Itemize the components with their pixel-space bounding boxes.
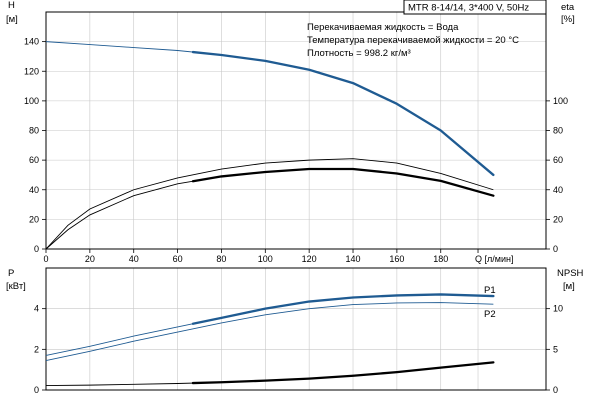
bottom-chart-ticks: 0 2 4 0 5 10 bbox=[34, 304, 563, 395]
legend-label-p1: P1 bbox=[484, 285, 496, 296]
top-ytick-left-label: 60 bbox=[29, 155, 39, 165]
top-series-0-operating-range bbox=[191, 50, 495, 177]
top-xtick-label: 20 bbox=[85, 254, 95, 264]
top-ytick-left-label: 80 bbox=[29, 126, 39, 136]
top-xtick-label: 40 bbox=[129, 254, 139, 264]
top-ytick-left-label: 20 bbox=[29, 214, 39, 224]
top-xtick-label: 140 bbox=[346, 254, 361, 264]
top-series-2-operating-range bbox=[191, 167, 495, 197]
info-line-temperature: Температура перекачиваемой жидкости = 20… bbox=[307, 35, 519, 46]
top-chart-ticks: 0 20 40 60 80 100 120 140 160 180 Q [л/мин] 0 20 40 60… bbox=[24, 37, 568, 264]
top-ytick-left-label: 0 bbox=[34, 244, 39, 254]
top-ytick-right-label: 0 bbox=[553, 244, 558, 254]
top-ytick-left-label: 120 bbox=[24, 66, 39, 76]
chart-title: MTR 8-14/14, 3*400 V, 50Hz bbox=[408, 3, 529, 14]
bottom-right-axis-label-line2: [м] bbox=[563, 281, 575, 292]
bottom-series-p1-operating-range bbox=[191, 293, 495, 325]
top-ytick-right-label: 100 bbox=[553, 96, 568, 106]
legend-label-p2: P2 bbox=[484, 309, 496, 320]
top-series-1-line bbox=[45, 158, 494, 250]
top-ytick-left-label: 100 bbox=[24, 96, 39, 106]
top-ytick-right-label: 80 bbox=[553, 126, 563, 136]
top-ytick-right-label: 60 bbox=[553, 155, 563, 165]
top-right-axis-label-line1: eta bbox=[561, 2, 575, 13]
top-series-2-line bbox=[45, 168, 494, 250]
top-xtick-label: 80 bbox=[216, 254, 226, 264]
info-line-liquid: Перекачиваемая жидкость = Вода bbox=[307, 22, 459, 33]
bottom-ytick-right-label: 0 bbox=[553, 385, 558, 395]
top-right-axis-label-line2: [%] bbox=[561, 14, 575, 25]
title-box bbox=[403, 0, 547, 15]
top-xaxis-label: Q [л/мин] bbox=[475, 254, 513, 264]
top-left-axis-label-line1: H bbox=[8, 0, 15, 11]
top-xtick-label: 160 bbox=[389, 254, 404, 264]
top-chart-grid bbox=[46, 12, 546, 249]
top-ytick-left-label: 140 bbox=[24, 37, 39, 47]
bottom-series-p2-line bbox=[45, 302, 494, 361]
bottom-chart-grid bbox=[46, 268, 546, 390]
info-line-density: Плотность = 998.2 кг/м³ bbox=[307, 48, 411, 59]
top-xtick-label: 0 bbox=[43, 254, 48, 264]
top-xtick-label: 60 bbox=[173, 254, 183, 264]
top-chart-series bbox=[45, 41, 495, 250]
top-left-axis-label-line2: [м] bbox=[6, 14, 18, 25]
bottom-ytick-right-label: 5 bbox=[553, 344, 558, 354]
bottom-chart-frame bbox=[45, 267, 547, 391]
bottom-series-2-operating-range bbox=[191, 361, 495, 385]
bottom-right-axis-label-line1: NPSH bbox=[557, 268, 584, 279]
top-xtick-label: 120 bbox=[302, 254, 317, 264]
top-xtick-label: 180 bbox=[433, 254, 448, 264]
top-xtick-label: 100 bbox=[258, 254, 273, 264]
bottom-ytick-left-label: 0 bbox=[34, 385, 39, 395]
bottom-left-axis-label-line2: [кВт] bbox=[6, 281, 26, 292]
top-ytick-right-label: 20 bbox=[553, 214, 563, 224]
bottom-ytick-left-label: 4 bbox=[34, 304, 39, 314]
bottom-left-axis-label-line1: P bbox=[8, 268, 14, 279]
bottom-ytick-right-label: 10 bbox=[553, 304, 563, 314]
top-ytick-right-label: 40 bbox=[553, 185, 563, 195]
bottom-chart-series bbox=[45, 293, 495, 386]
top-ytick-left-label: 40 bbox=[29, 185, 39, 195]
bottom-series-2-line bbox=[45, 361, 494, 386]
bottom-ytick-left-label: 2 bbox=[34, 344, 39, 354]
